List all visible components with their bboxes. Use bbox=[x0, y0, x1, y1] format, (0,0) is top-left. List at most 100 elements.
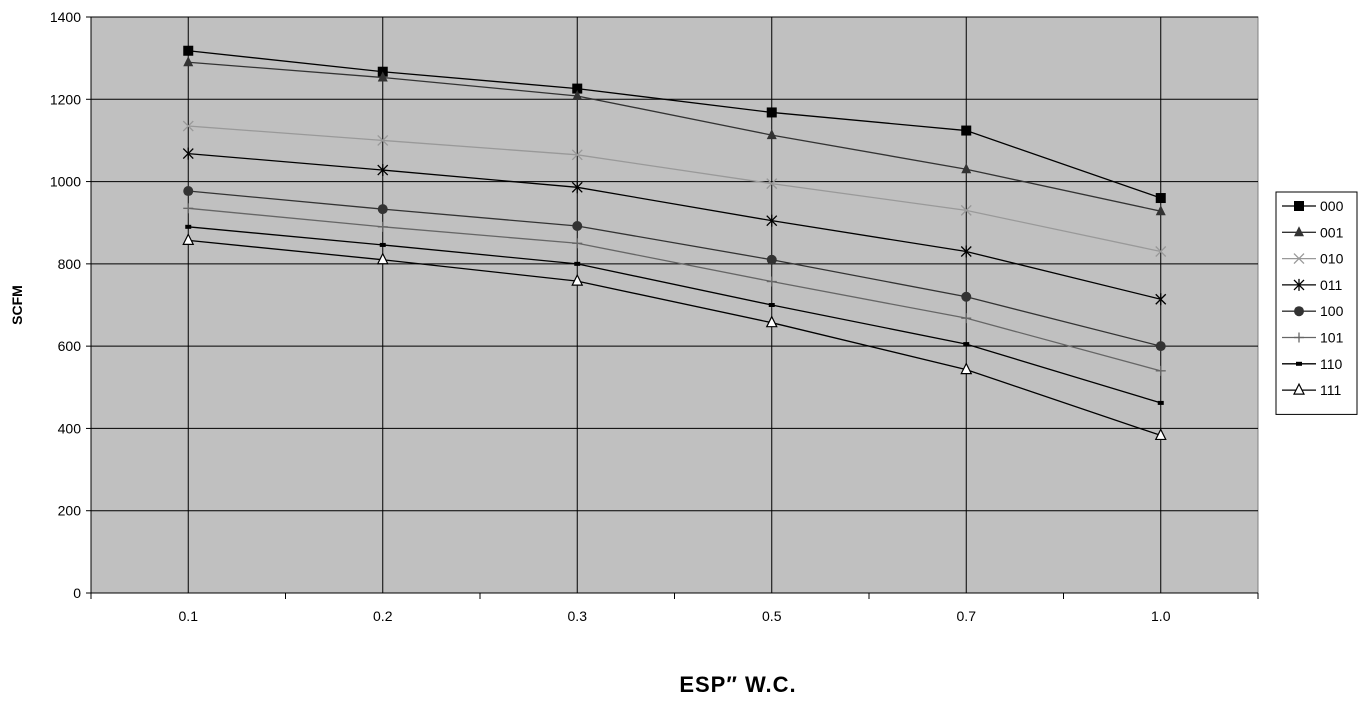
series-line bbox=[188, 207, 1161, 372]
data-point bbox=[766, 276, 777, 287]
data-point bbox=[1293, 278, 1305, 291]
y-tick-label: 1400 bbox=[50, 9, 81, 25]
data-point bbox=[765, 315, 778, 328]
data-point bbox=[571, 149, 583, 161]
x-tick-label: 0.1 bbox=[179, 608, 199, 624]
data-point bbox=[1155, 205, 1166, 216]
y-tick-label: 1200 bbox=[50, 91, 81, 107]
axes: 0 200 400 600 800 1000 1200 1400 0.1 0.2 0.3 0.5 0.7… bbox=[50, 9, 1259, 624]
data-point bbox=[572, 83, 583, 94]
data-point bbox=[182, 120, 194, 132]
plot-area bbox=[90, 16, 1259, 594]
data-point bbox=[377, 134, 389, 146]
data-point bbox=[1154, 428, 1167, 441]
data-point bbox=[377, 164, 389, 177]
legend-box bbox=[1275, 191, 1358, 415]
data-point bbox=[1294, 332, 1304, 343]
data-point bbox=[1157, 400, 1164, 405]
data-point bbox=[768, 303, 775, 307]
series-001 bbox=[183, 56, 1166, 216]
marker-stroke bbox=[1155, 246, 1167, 257]
series-100 bbox=[183, 186, 1166, 352]
y-tick-label: 1000 bbox=[50, 174, 81, 190]
legend: 000 001 010 011 100 101 110 111 bbox=[1275, 191, 1358, 415]
legend-item: 011 bbox=[1282, 277, 1343, 293]
data-point bbox=[961, 313, 972, 324]
data-point bbox=[1294, 306, 1304, 317]
legend-label: 101 bbox=[1320, 330, 1344, 346]
series-group bbox=[182, 45, 1167, 441]
y-tick-label: 800 bbox=[58, 256, 82, 272]
marker-stroke bbox=[1293, 253, 1305, 265]
data-point bbox=[571, 181, 583, 194]
data-point bbox=[1155, 293, 1167, 306]
x-tick-label: 0.3 bbox=[568, 608, 588, 624]
data-point bbox=[961, 125, 972, 136]
series-011 bbox=[182, 147, 1167, 306]
marker-stroke bbox=[377, 134, 389, 146]
data-point bbox=[571, 273, 584, 286]
data-point bbox=[963, 342, 970, 347]
legend-item: 000 bbox=[1282, 198, 1344, 214]
data-point bbox=[961, 163, 972, 174]
legend-label: 010 bbox=[1320, 251, 1344, 267]
data-point bbox=[766, 129, 777, 140]
legend-label: 011 bbox=[1320, 277, 1343, 293]
legend-label: 001 bbox=[1320, 224, 1344, 240]
x-tick-label: 0.2 bbox=[373, 608, 393, 624]
data-point bbox=[1293, 253, 1305, 265]
data-point bbox=[572, 221, 583, 232]
legend-label: 100 bbox=[1320, 303, 1344, 319]
data-point bbox=[1155, 193, 1166, 204]
y-tick-label: 600 bbox=[58, 338, 82, 354]
legend-label: 110 bbox=[1320, 356, 1343, 372]
x-axis-title: ESP″ W.C. bbox=[679, 672, 796, 697]
data-point bbox=[572, 238, 583, 249]
data-point bbox=[183, 186, 194, 197]
data-point bbox=[960, 204, 972, 216]
legend-item: 111 bbox=[1282, 382, 1341, 398]
data-point bbox=[960, 245, 972, 258]
y-axis-title: SCFM bbox=[9, 285, 25, 325]
series-101 bbox=[183, 203, 1166, 376]
series-line bbox=[188, 226, 1161, 404]
data-point bbox=[1155, 341, 1166, 352]
x-tick-label: 0.5 bbox=[762, 608, 782, 624]
data-point bbox=[377, 204, 388, 215]
data-point bbox=[182, 233, 195, 246]
data-point bbox=[766, 214, 778, 227]
data-point bbox=[960, 362, 973, 375]
data-point bbox=[1294, 226, 1304, 237]
data-point bbox=[183, 56, 194, 67]
data-point bbox=[766, 107, 777, 118]
data-point bbox=[182, 147, 194, 160]
marker-stroke bbox=[960, 204, 972, 216]
series-line bbox=[188, 190, 1161, 347]
legend-item: 110 bbox=[1282, 356, 1343, 372]
data-point bbox=[376, 252, 389, 265]
y-tick-label: 200 bbox=[58, 503, 82, 519]
legend-item: 010 bbox=[1282, 251, 1344, 267]
data-point bbox=[1296, 361, 1302, 366]
series-010 bbox=[182, 120, 1167, 257]
series-line bbox=[188, 239, 1161, 437]
data-point bbox=[574, 261, 581, 266]
legend-item: 100 bbox=[1282, 303, 1344, 319]
series-111 bbox=[182, 233, 1167, 441]
data-point bbox=[377, 221, 388, 232]
data-point bbox=[766, 178, 778, 190]
data-point bbox=[379, 242, 386, 247]
data-point bbox=[1155, 246, 1167, 257]
y-tick-label: 400 bbox=[58, 420, 82, 436]
y-tick-label: 0 bbox=[73, 585, 81, 601]
marker-stroke bbox=[766, 178, 778, 190]
x-tick-label: 1.0 bbox=[1151, 608, 1171, 624]
data-point bbox=[183, 203, 194, 214]
data-point bbox=[766, 254, 777, 265]
data-point bbox=[1294, 201, 1304, 211]
legend-item: 101 bbox=[1282, 330, 1344, 346]
data-point bbox=[961, 291, 972, 302]
marker-stroke bbox=[571, 149, 583, 161]
